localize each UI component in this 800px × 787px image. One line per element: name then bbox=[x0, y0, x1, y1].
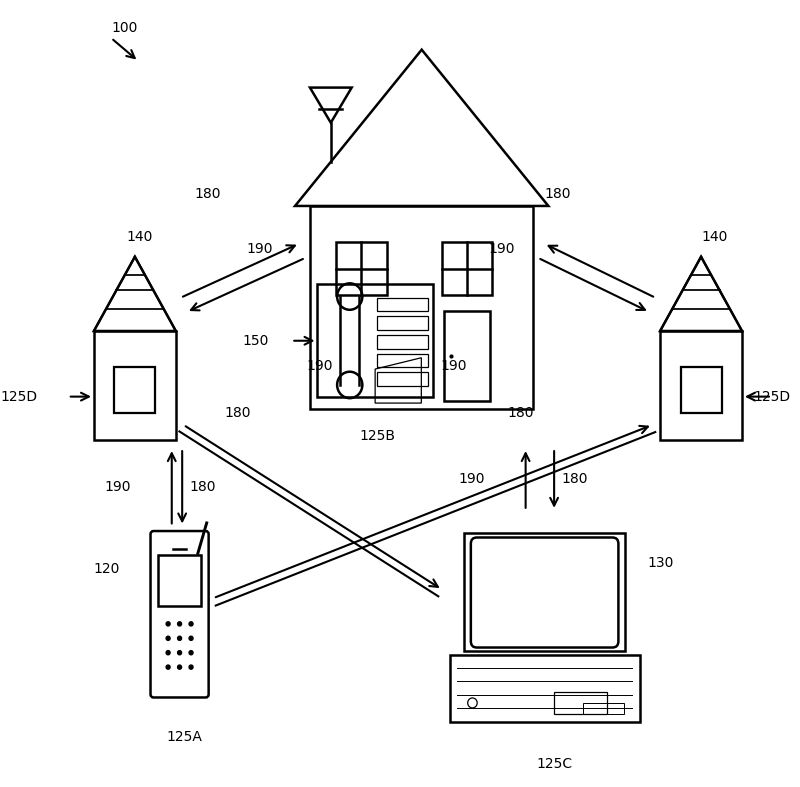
Circle shape bbox=[166, 665, 170, 669]
Text: 180: 180 bbox=[190, 480, 216, 494]
Text: 125A: 125A bbox=[167, 730, 202, 744]
Circle shape bbox=[178, 651, 182, 655]
Bar bbox=[310, 206, 534, 409]
Bar bbox=[378, 372, 428, 386]
Text: 190: 190 bbox=[458, 472, 485, 486]
Circle shape bbox=[178, 636, 182, 641]
Bar bbox=[378, 335, 428, 349]
Bar bbox=[378, 297, 428, 312]
Text: 125D: 125D bbox=[754, 390, 790, 404]
Text: 190: 190 bbox=[246, 242, 273, 256]
Bar bbox=[94, 331, 176, 441]
Circle shape bbox=[189, 651, 193, 655]
Bar bbox=[681, 367, 722, 413]
Text: 125D: 125D bbox=[1, 390, 38, 404]
Text: 100: 100 bbox=[111, 20, 138, 35]
Circle shape bbox=[189, 665, 193, 669]
Text: 140: 140 bbox=[126, 231, 153, 244]
Bar bbox=[378, 316, 428, 330]
Text: 180: 180 bbox=[507, 406, 534, 420]
Circle shape bbox=[166, 651, 170, 655]
Bar bbox=[660, 331, 742, 441]
Bar bbox=[336, 242, 386, 295]
Text: 180: 180 bbox=[562, 472, 588, 486]
Bar bbox=[554, 693, 607, 714]
Bar bbox=[318, 284, 433, 397]
Text: 120: 120 bbox=[94, 563, 120, 576]
Circle shape bbox=[166, 636, 170, 641]
Circle shape bbox=[178, 665, 182, 669]
Text: 150: 150 bbox=[242, 334, 269, 348]
Bar bbox=[442, 242, 493, 295]
Circle shape bbox=[166, 622, 170, 626]
Text: 180: 180 bbox=[545, 187, 571, 201]
Text: 130: 130 bbox=[647, 556, 674, 571]
Circle shape bbox=[189, 622, 193, 626]
Text: 140: 140 bbox=[701, 231, 727, 244]
Bar bbox=[582, 703, 625, 714]
Bar bbox=[114, 367, 155, 413]
Text: 180: 180 bbox=[194, 187, 221, 201]
Text: 190: 190 bbox=[440, 359, 467, 373]
Text: 125C: 125C bbox=[536, 757, 572, 771]
Bar bbox=[158, 555, 202, 606]
Text: 180: 180 bbox=[224, 406, 250, 420]
Bar bbox=[378, 354, 428, 368]
Bar bbox=[464, 533, 626, 651]
Bar bbox=[444, 312, 490, 401]
Bar bbox=[450, 655, 640, 722]
Text: 190: 190 bbox=[104, 480, 130, 494]
Circle shape bbox=[178, 622, 182, 626]
Text: 190: 190 bbox=[489, 242, 515, 256]
Circle shape bbox=[189, 636, 193, 641]
Text: 125B: 125B bbox=[359, 430, 395, 444]
Text: 190: 190 bbox=[306, 359, 333, 373]
